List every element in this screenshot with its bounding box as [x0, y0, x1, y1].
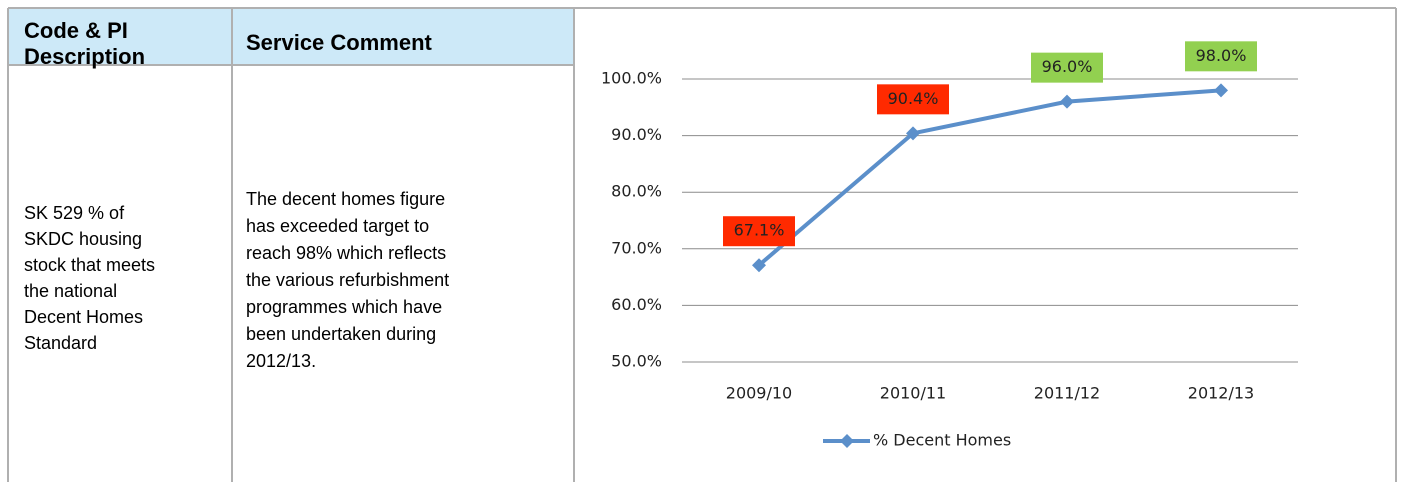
value-label-bg	[877, 84, 949, 115]
y-tick-label: 70.0%	[611, 238, 662, 257]
marker	[840, 434, 854, 448]
y-tick-label: 100.0%	[601, 69, 662, 88]
x-tick-label: 2012/13	[1188, 384, 1254, 403]
header-text: Code & PI	[24, 18, 128, 43]
value-label-bg	[1185, 41, 1257, 72]
marker	[752, 258, 766, 273]
cell-text: SKDC housing	[24, 229, 142, 249]
value-label-bg	[1031, 52, 1103, 83]
value-label: 98.0%	[1196, 46, 1247, 65]
value-label: 90.4%	[888, 89, 939, 108]
y-tick-label: 80.0%	[611, 182, 662, 201]
header-bg	[9, 9, 573, 65]
marker	[906, 126, 920, 141]
marker	[1214, 83, 1228, 98]
value-label: 96.0%	[1042, 57, 1093, 76]
legend-label: % Decent Homes	[873, 431, 1011, 450]
x-tick-label: 2009/10	[726, 384, 792, 403]
series-line	[757, 88, 1222, 267]
y-tick-label: 50.0%	[611, 352, 662, 371]
cell-text: been undertaken during	[246, 324, 436, 344]
cell-text: SK 529 % of	[24, 203, 125, 223]
y-tick-label: 60.0%	[611, 295, 662, 314]
x-tick-label: 2010/11	[880, 384, 946, 403]
cell-text: the various refurbishment	[246, 270, 449, 290]
cell-text: stock that meets	[24, 255, 155, 275]
y-tick-label: 90.0%	[611, 125, 662, 144]
cell-text: Standard	[24, 333, 97, 353]
header-text: Service Comment	[246, 30, 433, 55]
marker	[1060, 94, 1074, 109]
cell-text: Decent Homes	[24, 307, 143, 327]
x-tick-label: 2011/12	[1034, 384, 1100, 403]
value-label-bg	[723, 216, 795, 247]
cell-text: the national	[24, 281, 117, 301]
header-text: Description	[24, 44, 145, 69]
table-borders	[7, 7, 1397, 482]
cell-text: programmes which have	[246, 297, 442, 317]
cell-text: The decent homes figure	[246, 189, 445, 209]
cell-text: 2012/13.	[246, 351, 316, 371]
cell-text: reach 98% which reflects	[246, 243, 446, 263]
value-label: 67.1%	[734, 221, 785, 240]
cell-text: has exceeded target to	[246, 216, 429, 236]
